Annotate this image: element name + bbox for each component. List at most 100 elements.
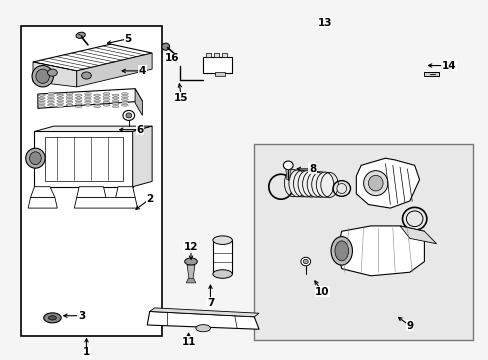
Ellipse shape <box>334 241 348 261</box>
Polygon shape <box>38 89 142 108</box>
Polygon shape <box>399 226 436 244</box>
Ellipse shape <box>196 325 210 332</box>
Ellipse shape <box>112 103 119 105</box>
Ellipse shape <box>66 95 73 98</box>
Bar <box>205 53 210 57</box>
Ellipse shape <box>57 100 63 102</box>
Text: 7: 7 <box>206 297 214 307</box>
Ellipse shape <box>112 97 119 99</box>
Polygon shape <box>132 126 152 187</box>
Ellipse shape <box>66 93 73 95</box>
Text: 10: 10 <box>314 287 329 297</box>
Ellipse shape <box>43 313 61 323</box>
Ellipse shape <box>36 69 49 84</box>
Ellipse shape <box>38 100 45 102</box>
Ellipse shape <box>112 94 119 96</box>
Ellipse shape <box>336 184 346 193</box>
Ellipse shape <box>47 104 54 106</box>
Polygon shape <box>74 197 137 208</box>
Text: 1: 1 <box>82 347 90 357</box>
Polygon shape <box>28 197 57 208</box>
Ellipse shape <box>81 72 91 79</box>
Ellipse shape <box>162 43 169 50</box>
Ellipse shape <box>75 100 82 102</box>
Ellipse shape <box>76 32 85 38</box>
Ellipse shape <box>75 94 82 96</box>
Ellipse shape <box>94 97 101 99</box>
Ellipse shape <box>38 97 45 99</box>
Ellipse shape <box>47 93 54 95</box>
Ellipse shape <box>184 258 197 265</box>
Bar <box>215 72 224 76</box>
Polygon shape <box>34 131 132 187</box>
Ellipse shape <box>30 152 41 165</box>
Ellipse shape <box>103 101 110 103</box>
Polygon shape <box>34 126 152 131</box>
Ellipse shape <box>66 101 73 103</box>
Bar <box>203 57 232 73</box>
Polygon shape <box>147 311 259 329</box>
Ellipse shape <box>112 100 119 102</box>
Ellipse shape <box>38 103 45 105</box>
Ellipse shape <box>103 95 110 98</box>
Ellipse shape <box>368 175 382 191</box>
Ellipse shape <box>103 98 110 100</box>
Ellipse shape <box>121 98 128 100</box>
Bar <box>424 72 438 76</box>
Ellipse shape <box>57 94 63 96</box>
Ellipse shape <box>48 316 56 320</box>
Text: 11: 11 <box>181 337 195 347</box>
Ellipse shape <box>406 211 422 227</box>
Ellipse shape <box>121 95 128 98</box>
Ellipse shape <box>306 171 324 197</box>
Text: 6: 6 <box>136 125 143 135</box>
Ellipse shape <box>103 93 110 95</box>
Ellipse shape <box>212 270 232 278</box>
Polygon shape <box>30 187 55 197</box>
Ellipse shape <box>94 94 101 96</box>
Bar <box>21 26 162 336</box>
Text: 9: 9 <box>406 321 412 331</box>
Ellipse shape <box>94 105 101 108</box>
Ellipse shape <box>363 171 387 195</box>
Ellipse shape <box>47 69 57 76</box>
Ellipse shape <box>121 101 128 103</box>
Ellipse shape <box>75 105 82 108</box>
Ellipse shape <box>84 104 91 106</box>
Polygon shape <box>336 226 424 276</box>
Ellipse shape <box>47 95 54 98</box>
Polygon shape <box>186 279 196 283</box>
Ellipse shape <box>84 101 91 103</box>
Bar <box>213 53 218 57</box>
Text: 5: 5 <box>124 34 131 44</box>
Ellipse shape <box>122 111 134 120</box>
Text: 4: 4 <box>139 66 146 76</box>
Ellipse shape <box>125 113 131 118</box>
Ellipse shape <box>75 103 82 105</box>
Ellipse shape <box>84 95 91 98</box>
Ellipse shape <box>103 104 110 106</box>
Polygon shape <box>33 62 77 87</box>
Ellipse shape <box>66 98 73 100</box>
Ellipse shape <box>316 172 333 197</box>
Ellipse shape <box>121 104 128 106</box>
Ellipse shape <box>84 93 91 95</box>
Ellipse shape <box>283 161 292 170</box>
Ellipse shape <box>47 101 54 103</box>
Ellipse shape <box>112 105 119 108</box>
Text: 16: 16 <box>164 53 179 63</box>
Bar <box>221 53 226 57</box>
Ellipse shape <box>297 171 315 197</box>
Text: 3: 3 <box>78 311 85 321</box>
Ellipse shape <box>57 97 63 99</box>
Ellipse shape <box>94 103 101 105</box>
Ellipse shape <box>272 177 289 196</box>
Polygon shape <box>285 170 290 180</box>
Polygon shape <box>33 44 152 71</box>
Text: 13: 13 <box>317 18 331 28</box>
Ellipse shape <box>300 257 310 266</box>
Polygon shape <box>356 158 419 208</box>
Polygon shape <box>116 187 135 197</box>
Ellipse shape <box>47 98 54 100</box>
Bar <box>254 144 472 340</box>
